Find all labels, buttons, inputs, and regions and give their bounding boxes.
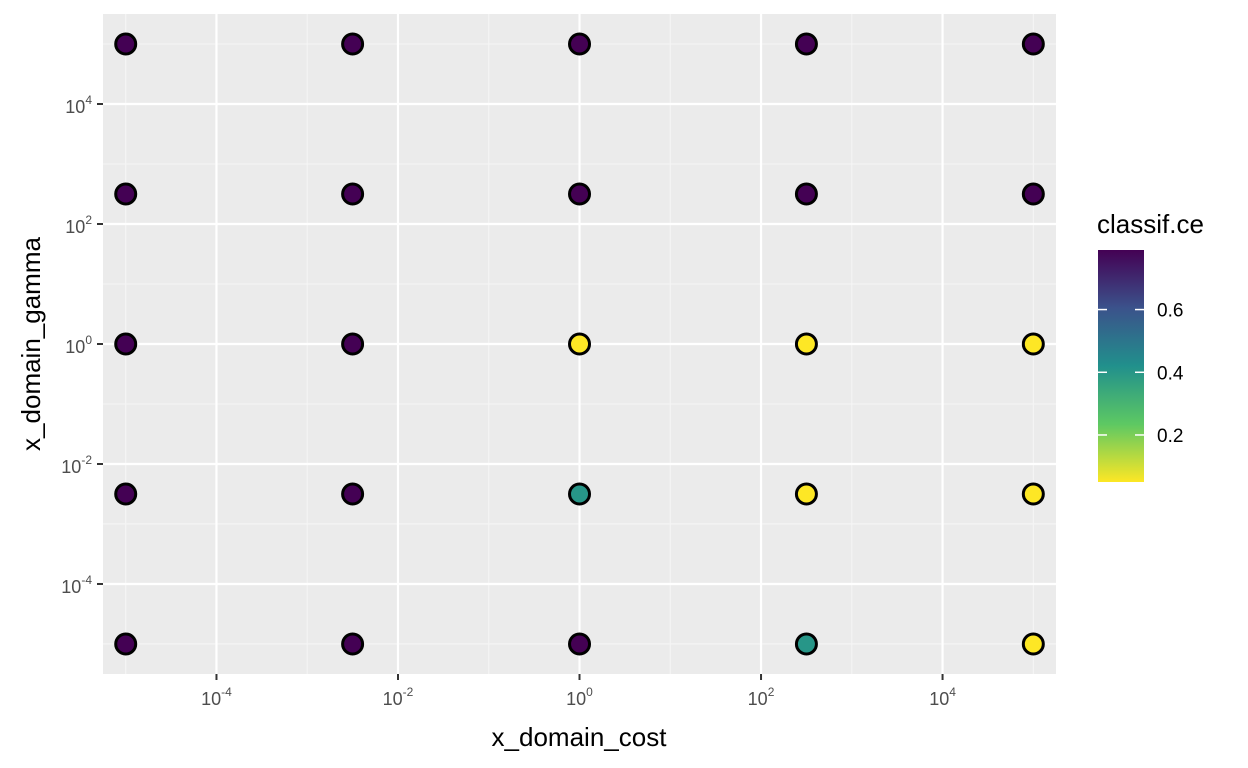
legend-tick-label: 0.6 [1157,301,1183,322]
data-point [114,32,138,56]
x-tick-label: 10-4 [201,685,232,709]
y-tick-label: 10-4 [61,573,92,597]
data-point [1021,32,1045,56]
y-tick-label: 100 [65,333,92,357]
x-axis-ticks: 10-4 10-2 100 102 104 [201,674,956,709]
data-point [1021,632,1045,656]
data-point [568,632,592,656]
legend-colorbar [1098,250,1144,482]
data-point [1021,482,1045,506]
x-tick-label: 10-2 [383,685,414,709]
data-point [341,32,365,56]
x-tick-label: 102 [748,685,775,709]
color-legend: classif.ce 0.6 0.4 0.2 [1097,209,1204,482]
legend-tick-label: 0.4 [1157,363,1184,384]
x-axis-title: x_domain_cost [492,722,668,752]
x-tick-label: 104 [929,685,956,709]
legend-tick-label: 0.2 [1157,426,1183,447]
data-point [1021,182,1045,206]
data-point [114,182,138,206]
data-point [794,32,818,56]
y-tick-label: 104 [65,93,92,117]
data-point [568,182,592,206]
data-point [341,182,365,206]
legend-title: classif.ce [1097,209,1204,239]
data-point [114,482,138,506]
data-point [794,482,818,506]
data-point [114,632,138,656]
x-tick-label: 100 [566,685,593,709]
y-axis-ticks: 10-4 10-2 100 102 104 [61,93,103,597]
y-tick-label: 102 [65,213,92,237]
data-point [568,332,592,356]
data-point [568,482,592,506]
data-point [341,632,365,656]
data-point [1021,332,1045,356]
legend-ticks: 0.6 0.4 0.2 [1098,301,1184,447]
data-points [114,32,1045,656]
data-point [341,482,365,506]
y-axis-title: x_domain_gamma [16,237,46,451]
data-point [794,182,818,206]
y-tick-label: 10-2 [61,453,92,477]
data-point [568,32,592,56]
data-point [794,632,818,656]
data-point [794,332,818,356]
data-point [341,332,365,356]
data-point [114,332,138,356]
